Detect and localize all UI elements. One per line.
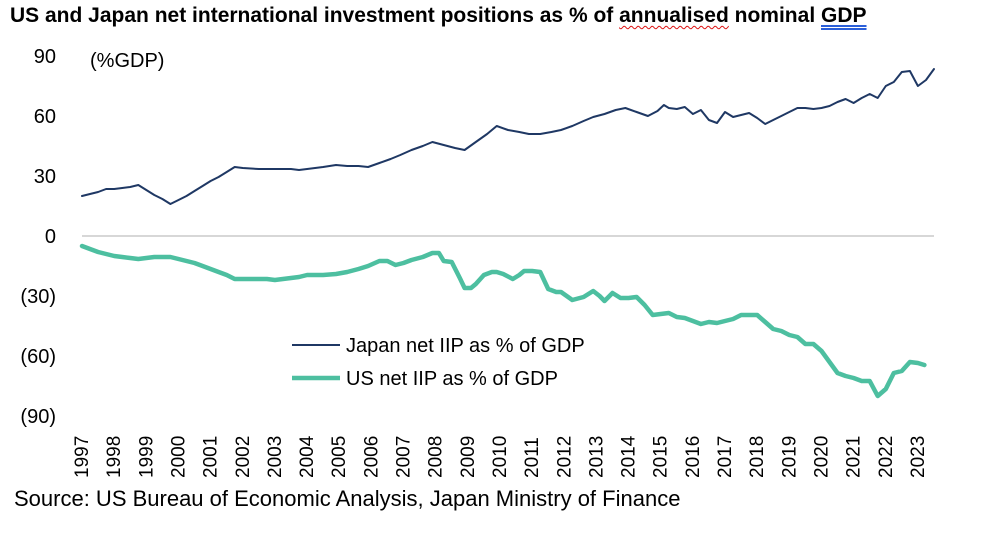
x-tick-label: 2015 [651, 436, 672, 478]
japan-iip-line [81, 68, 935, 205]
y-axis-label: (%GDP) [90, 50, 164, 72]
x-tick-label: 2017 [715, 436, 736, 478]
x-tick-label: 2018 [747, 436, 768, 478]
x-tick-label: 2002 [233, 436, 254, 478]
x-axis-tick-labels: 1997 1998 1999 2000 2001 2002 2003 2004 2005 2006… [72, 435, 929, 478]
title-text-4: GDP [821, 4, 867, 27]
x-tick-label: 2000 [169, 436, 190, 478]
y-tick-label: 60 [34, 106, 56, 128]
y-tick-label: 0 [45, 226, 56, 248]
x-tick-label: 2020 [812, 436, 833, 478]
legend: Japan net IIP as % of GDP US net IIP as %… [292, 335, 585, 390]
x-tick-label: 2006 [361, 436, 382, 478]
x-tick-label: 2014 [619, 435, 640, 478]
chart-title: US and Japan net international investmen… [10, 4, 867, 28]
x-tick-label: 1997 [72, 436, 93, 478]
series-lines [79, 68, 935, 399]
x-tick-label: 1999 [136, 436, 157, 478]
y-tick-label: 30 [34, 166, 56, 188]
y-tick-label: (90) [20, 406, 56, 428]
x-tick-label: 2001 [201, 436, 222, 478]
x-tick-label: 2003 [265, 436, 286, 478]
x-tick-label: 2022 [876, 436, 897, 478]
x-tick-label: 2005 [329, 436, 350, 478]
x-tick-label: 2023 [908, 436, 929, 478]
x-tick-label: 2007 [394, 436, 415, 478]
line-chart: 90 60 30 0 (30) (60) (90) (%GDP) 1997 1998 1999 2… [20, 46, 935, 478]
x-tick-label: 2012 [554, 436, 575, 478]
legend-label-us: US net IIP as % of GDP [346, 368, 558, 390]
x-tick-label: 2004 [297, 435, 318, 478]
x-tick-label: 2010 [490, 436, 511, 478]
title-text-3: nominal [728, 4, 821, 27]
y-tick-label: (60) [20, 346, 56, 368]
title-text-1: US and Japan net international investmen… [10, 4, 620, 27]
source-note: Source: US Bureau of Economic Analysis, … [14, 486, 681, 511]
x-tick-label: 2011 [522, 437, 543, 478]
x-tick-label: 2019 [779, 436, 800, 478]
x-tick-label: 1998 [104, 436, 125, 478]
us-iip-line [79, 243, 927, 399]
y-tick-label: 90 [34, 46, 56, 68]
y-axis-tick-labels: 90 60 30 0 (30) (60) (90) [20, 46, 56, 428]
title-text-2: annualised [619, 4, 729, 27]
x-tick-label: 2008 [426, 436, 447, 478]
x-tick-label: 2009 [458, 436, 479, 478]
y-tick-label: (30) [20, 286, 56, 308]
legend-label-japan: Japan net IIP as % of GDP [346, 335, 585, 357]
x-tick-label: 2013 [586, 436, 607, 478]
x-tick-label: 2021 [844, 436, 865, 478]
x-tick-label: 2016 [683, 436, 704, 478]
